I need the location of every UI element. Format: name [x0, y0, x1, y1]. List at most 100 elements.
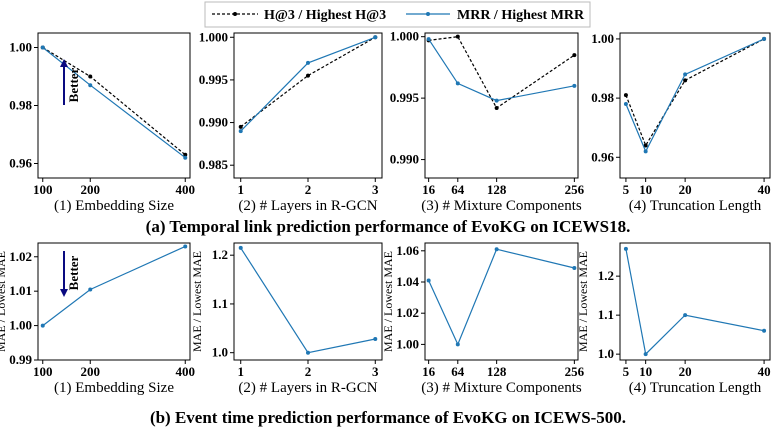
x-tick-label: 1: [237, 182, 244, 197]
x-tick-label: 400: [176, 182, 196, 197]
data-point-mrr: [683, 72, 688, 77]
x-axis-label: (3) # Mixture Components: [421, 380, 582, 396]
data-point-mrr: [238, 129, 243, 134]
series-line-mrr: [428, 248, 575, 346]
chart-panel-a-1: 0.96 0.98 1.00 100 200 400(1) Embedding Size B…: [9, 32, 196, 214]
legend-black-label: H@3 / Highest H@3: [264, 8, 386, 23]
x-tick-label: 256: [565, 182, 585, 197]
legend-box: [204, 1, 591, 28]
x-axis-label: (4) Truncation Length: [629, 380, 762, 396]
plot-frame: [424, 32, 579, 179]
x-tick-label: 128: [487, 364, 507, 379]
data-point-mrr: [572, 265, 577, 270]
x-axis-label: (1) Embedding Size: [54, 380, 174, 396]
data-point-h3: [183, 152, 188, 157]
x-tick-label: 400: [176, 364, 196, 379]
data-point-mrr: [40, 323, 45, 328]
data-point-h3: [683, 78, 688, 83]
y-tick-label: 1.00: [9, 40, 32, 55]
data-point-mrr: [572, 83, 577, 88]
data-point-mrr: [426, 278, 431, 283]
y-tick-label: 1.00: [9, 318, 32, 333]
x-tick-label: 256: [565, 364, 585, 379]
data-point-mrr: [762, 328, 767, 333]
y-tick-label: 1.0: [212, 345, 228, 360]
x-tick-label: 2: [305, 182, 312, 197]
x-tick-label: 3: [372, 182, 379, 197]
y-tick-label: 0.98: [591, 90, 614, 105]
plot-frame: [233, 32, 383, 179]
series-line-h3: [428, 36, 575, 109]
legend-black-marker: [233, 12, 237, 16]
chart-panel-b-4: 1.0 1.1 1.2 5 10 20 40(4) Truncation Length MAE…: [576, 242, 771, 396]
chart-panel-a-3: 0.990 0.995 1.000 16 64 128 256(3) # Mixture C…: [390, 29, 585, 214]
y-axis-label: MAE / Lowest MAE: [0, 251, 8, 352]
data-point-mrr: [623, 246, 628, 251]
y-tick-label: 0.990: [199, 115, 228, 130]
x-tick-label: 2: [305, 364, 312, 379]
data-point-mrr: [88, 287, 93, 292]
series-line-mrr: [428, 38, 575, 102]
x-tick-label: 64: [451, 182, 465, 197]
series-line-mrr: [240, 247, 376, 354]
data-point-mrr: [426, 37, 431, 42]
plot-frame: [619, 32, 771, 179]
y-tick-label: 1.00: [591, 31, 614, 46]
data-point-mrr: [183, 155, 188, 160]
data-point-mrr: [762, 36, 767, 41]
x-tick-label: 40: [758, 182, 771, 197]
chart-panel-b-1: 0.99 1.00 1.01 1.02 100 200 400(1) Embedding S…: [0, 242, 196, 396]
x-axis-label: (3) # Mixture Components: [421, 198, 582, 214]
data-point-mrr: [494, 247, 499, 252]
x-tick-label: 40: [758, 364, 771, 379]
legend-blue-label: MRR / Highest MRR: [457, 8, 585, 23]
y-tick-label: 1.2: [598, 268, 614, 283]
data-point-h3: [238, 124, 243, 129]
data-point-mrr: [683, 313, 688, 318]
x-tick-label: 200: [81, 182, 101, 197]
better-arrow-head: [60, 289, 68, 297]
plot-frame: [37, 32, 191, 179]
data-point-mrr: [494, 98, 499, 103]
x-axis-label: (1) Embedding Size: [54, 198, 174, 214]
chart-panel-b-2: 1.0 1.1 1.2 1 2 3(2) # Layers in R-GCN MAE / L…: [190, 242, 383, 396]
y-tick-label: 0.995: [199, 72, 229, 87]
y-axis-label: MAE / Lowest MAE: [190, 251, 204, 352]
y-tick-label: 1.0: [598, 346, 614, 361]
y-tick-label: 1.02: [396, 305, 419, 320]
x-tick-label: 10: [639, 182, 652, 197]
plot-frame: [424, 242, 579, 361]
y-tick-label: 0.98: [9, 98, 32, 113]
y-axis-label: MAE / Lowest MAE: [576, 251, 590, 352]
series-line-mrr: [625, 38, 765, 153]
data-point-mrr: [643, 352, 648, 357]
x-tick-label: 5: [623, 182, 630, 197]
x-tick-label: 128: [487, 182, 507, 197]
y-tick-label: 1.000: [199, 29, 228, 44]
data-point-h3: [88, 74, 93, 79]
data-point-mrr: [455, 342, 460, 347]
data-point-h3: [455, 34, 460, 39]
data-point-mrr: [306, 350, 310, 355]
data-point-mrr: [643, 149, 648, 154]
chart-panel-a-2: 0.985 0.990 0.995 1.000 1 2 3(2) # Layers in R…: [199, 29, 383, 214]
data-point-mrr: [373, 35, 378, 40]
better-label: Better: [66, 255, 81, 290]
y-tick-label: 0.99: [9, 352, 32, 367]
y-tick-label: 1.000: [390, 29, 419, 44]
data-point-mrr: [40, 45, 45, 50]
y-tick-label: 1.04: [396, 274, 419, 289]
x-tick-label: 16: [422, 182, 436, 197]
legend: H@3 / Highest H@3 MRR / Highest MRR: [204, 1, 591, 28]
x-tick-label: 20: [679, 182, 692, 197]
y-tick-label: 0.96: [9, 156, 32, 171]
x-tick-label: 20: [679, 364, 692, 379]
legend-blue-marker: [426, 12, 430, 16]
data-point-mrr: [238, 245, 243, 250]
data-point-mrr: [373, 337, 378, 342]
x-axis-label: (4) Truncation Length: [629, 198, 762, 214]
x-tick-label: 10: [639, 364, 652, 379]
data-point-mrr: [455, 81, 460, 86]
series-line-mrr: [625, 248, 765, 356]
